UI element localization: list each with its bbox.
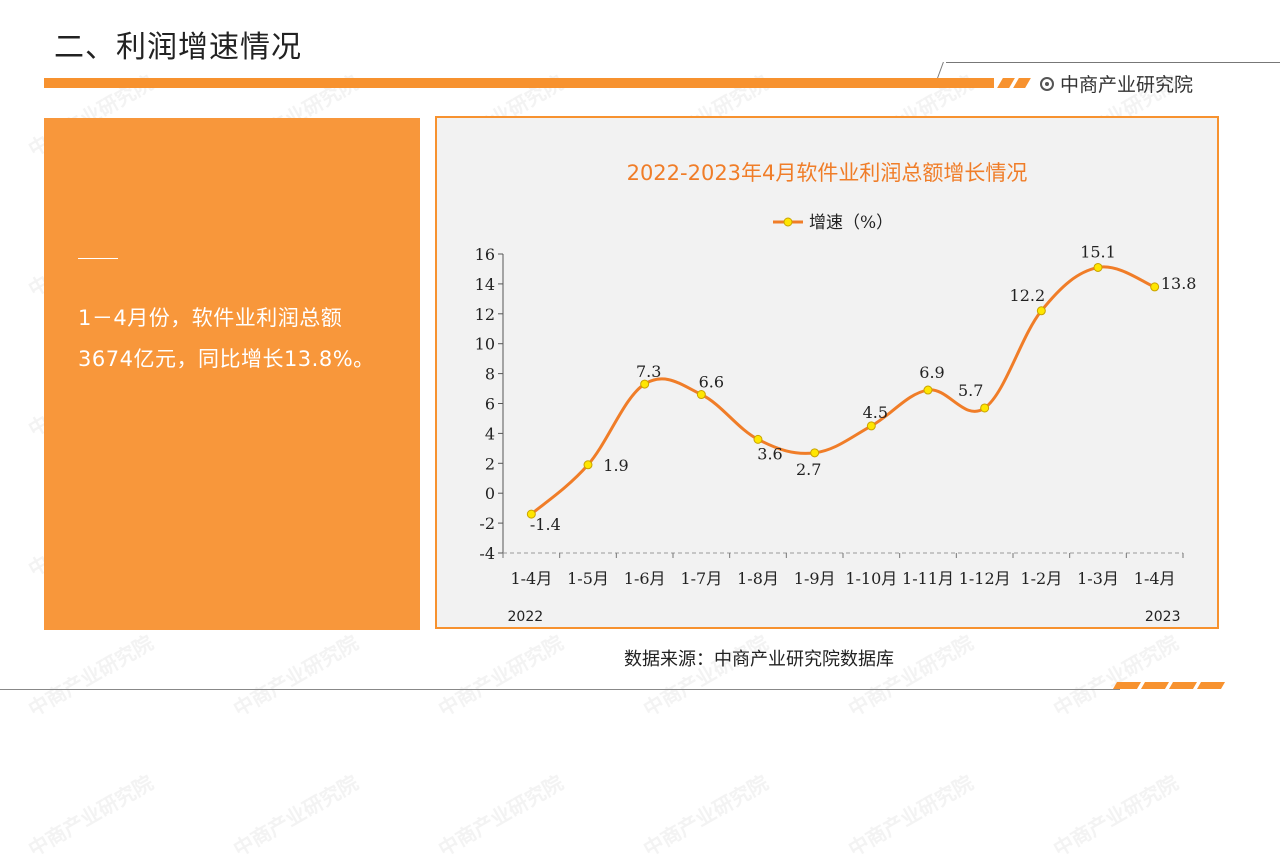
data-label: 15.1	[1080, 242, 1116, 261]
y-tick-label: 4	[485, 424, 495, 443]
y-tick-label: 14	[475, 275, 495, 294]
y-tick-label: 0	[485, 484, 495, 503]
x-tick-label: 1-4月	[1134, 569, 1176, 588]
summary-panel: 1－4月份，软件业利润总额 3674亿元，同比增长13.8%。	[44, 118, 420, 630]
header-divider-line	[946, 62, 1280, 63]
data-label: 5.7	[958, 381, 983, 400]
data-point	[810, 448, 820, 458]
watermark-text: 中商产业研究院	[229, 770, 363, 862]
chart-frame: 2022-2023年4月软件业利润总额增长情况增速（%） -4 -2 0 2 4 6 8 10 1…	[435, 116, 1219, 629]
watermark-text: 中商产业研究院	[24, 630, 158, 722]
x-tick-label: 1-9月	[794, 569, 836, 588]
data-point	[1150, 282, 1160, 292]
watermark-text: 中商产业研究院	[434, 770, 568, 862]
watermark-text: 中商产业研究院	[1049, 770, 1183, 862]
series-line-growth	[530, 265, 1156, 516]
data-label: 2.7	[796, 460, 821, 479]
data-point	[640, 379, 650, 389]
summary-dash	[78, 258, 118, 259]
x-tick-label: 1-7月	[680, 569, 722, 588]
x-tick-label: 1-12月	[959, 569, 1011, 588]
y-tick-label: 2	[485, 454, 495, 473]
summary-line-1: 1－4月份，软件业利润总额	[78, 306, 343, 330]
data-label: 3.6	[757, 444, 782, 463]
x-tick-label: 1-2月	[1020, 569, 1062, 588]
watermark-text: 中商产业研究院	[434, 630, 568, 722]
x-tick-label: 1-4月	[510, 569, 552, 588]
y-tick-label: 8	[485, 365, 495, 384]
data-point	[696, 390, 706, 400]
x-tick-label: 1-10月	[845, 569, 897, 588]
data-point	[923, 385, 933, 395]
brand-logo: 中商产业研究院	[1040, 70, 1193, 97]
data-point	[753, 434, 763, 444]
x-tick-label: 1-8月	[737, 569, 779, 588]
summary-text: 1－4月份，软件业利润总额 3674亿元，同比增长13.8%。	[78, 298, 408, 380]
x-tick-label: 1-3月	[1077, 569, 1119, 588]
y-tick-label: -4	[479, 544, 495, 563]
y-tick-label: 6	[485, 395, 495, 414]
brand-name: 中商产业研究院	[1060, 74, 1194, 96]
watermark-text: 中商产业研究院	[229, 630, 363, 722]
y-tick-label: -2	[479, 514, 495, 533]
data-label: 4.5	[863, 403, 888, 422]
y-tick-label: 12	[475, 305, 495, 324]
data-label: 6.6	[699, 373, 724, 392]
data-label: 12.2	[1010, 286, 1046, 305]
data-label: 1.9	[603, 456, 628, 475]
watermark-text: 中商产业研究院	[24, 770, 158, 862]
data-source: 数据来源：中商产业研究院数据库	[624, 649, 894, 670]
watermark-text: 中商产业研究院	[1049, 630, 1183, 722]
x-tick-label: 1-11月	[902, 569, 954, 588]
page-title: 二、利润增速情况	[54, 30, 302, 65]
data-point	[866, 421, 876, 431]
y-tick-label: 16	[475, 245, 495, 264]
header-divider-slant	[937, 62, 944, 78]
x-tick-label: 1-6月	[624, 569, 666, 588]
data-label: -1.4	[530, 515, 561, 534]
brand-circle-icon	[1040, 76, 1054, 91]
x-tick-label: 1-5月	[567, 569, 609, 588]
data-label: 13.8	[1161, 274, 1197, 293]
watermark-text: 中商产业研究院	[639, 630, 773, 722]
legend-marker	[783, 217, 793, 227]
title-underline-bar	[44, 78, 994, 88]
watermark-text: 中商产业研究院	[639, 770, 773, 862]
data-point	[1036, 306, 1046, 316]
chart-title: 2022-2023年4月软件业利润总额增长情况	[627, 161, 1028, 185]
data-label: 6.9	[919, 363, 944, 382]
legend-label: 增速（%）	[809, 213, 893, 233]
year-label-2023: 2023	[1145, 609, 1181, 625]
footer-line	[0, 689, 1120, 690]
data-point	[1093, 262, 1103, 272]
summary-line-2: 3674亿元，同比增长13.8%。	[78, 347, 375, 371]
data-point	[583, 460, 593, 470]
watermark-text: 中商产业研究院	[844, 630, 978, 722]
watermark-text: 中商产业研究院	[844, 770, 978, 862]
data-label: 7.3	[636, 362, 661, 381]
data-point	[980, 403, 990, 413]
year-label-2022: 2022	[508, 609, 544, 625]
y-tick-label: 10	[475, 335, 495, 354]
data-point	[526, 509, 536, 519]
